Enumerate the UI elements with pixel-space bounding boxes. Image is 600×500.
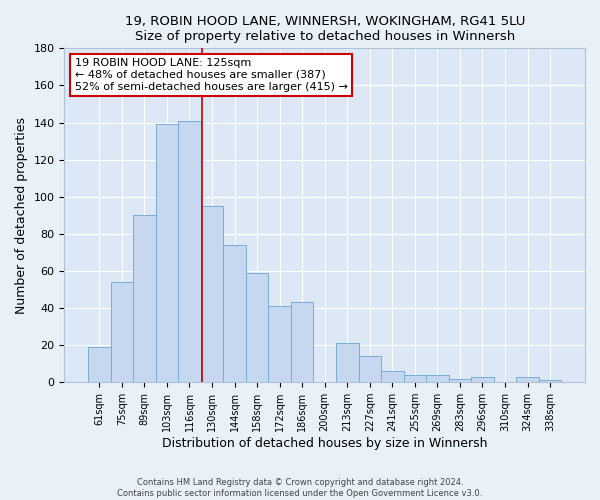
Bar	[201, 206, 223, 382]
Bar	[133, 216, 155, 382]
Bar	[268, 306, 291, 382]
Bar	[178, 120, 201, 382]
Bar	[516, 376, 539, 382]
Bar	[381, 371, 404, 382]
X-axis label: Distribution of detached houses by size in Winnersh: Distribution of detached houses by size …	[162, 437, 487, 450]
Bar	[359, 356, 381, 382]
Bar	[336, 344, 359, 382]
Bar	[404, 375, 426, 382]
Bar	[539, 380, 562, 382]
Text: 19 ROBIN HOOD LANE: 125sqm
← 48% of detached houses are smaller (387)
52% of sem: 19 ROBIN HOOD LANE: 125sqm ← 48% of deta…	[75, 58, 347, 92]
Bar	[471, 376, 494, 382]
Bar	[246, 273, 268, 382]
Bar	[449, 378, 471, 382]
Bar	[88, 347, 110, 382]
Title: 19, ROBIN HOOD LANE, WINNERSH, WOKINGHAM, RG41 5LU
Size of property relative to : 19, ROBIN HOOD LANE, WINNERSH, WOKINGHAM…	[125, 15, 525, 43]
Text: Contains HM Land Registry data © Crown copyright and database right 2024.
Contai: Contains HM Land Registry data © Crown c…	[118, 478, 482, 498]
Bar	[291, 302, 313, 382]
Bar	[223, 245, 246, 382]
Y-axis label: Number of detached properties: Number of detached properties	[15, 117, 28, 314]
Bar	[110, 282, 133, 382]
Bar	[426, 375, 449, 382]
Bar	[155, 124, 178, 382]
